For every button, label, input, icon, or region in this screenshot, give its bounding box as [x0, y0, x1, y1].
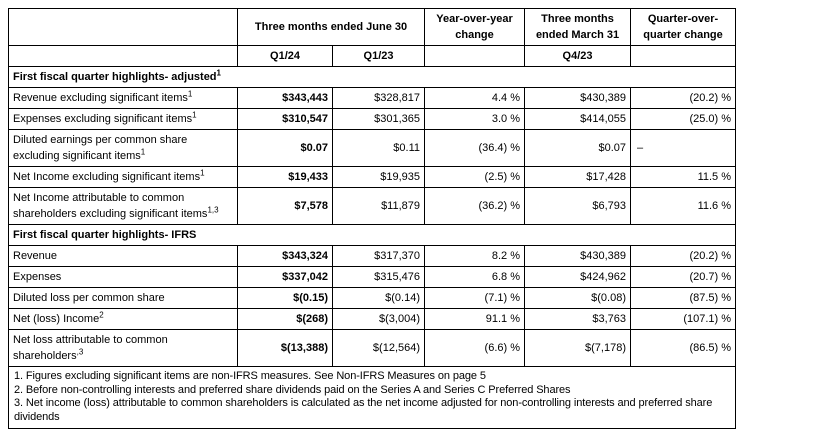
- column-header-qoq-change: Quarter-over-quarter change: [630, 8, 737, 46]
- table-row: Diluted loss per common share $(0.15) $(0.…: [8, 287, 737, 309]
- cell-qoq: –: [630, 129, 737, 167]
- cell-q1-24: $0.07: [237, 129, 333, 167]
- cell-yoy: 4.4 %: [424, 87, 526, 109]
- cell-qoq: (107.1) %: [630, 308, 737, 330]
- table-row: Net (loss) Income2 $(268) $(3,004) 91.1 % $3…: [8, 308, 737, 330]
- footnotes-row: 1. Figures excluding significant items a…: [7, 366, 737, 429]
- cell-q1-23: $(0.14): [331, 287, 426, 309]
- section-header-row: First fiscal quarter highlights- IFRS: [7, 224, 737, 246]
- footnote: 1. Figures excluding significant items a…: [14, 370, 486, 382]
- section-title: First fiscal quarter highlights- IFRS: [7, 224, 737, 246]
- cell-q1-23: $(12,564): [331, 329, 426, 367]
- column-header-yoy-change: Year-over-year change: [424, 8, 526, 46]
- column-group-march: Three months ended March 31: [524, 8, 632, 46]
- subheader-yoy-blank: [424, 45, 526, 67]
- row-label-header-blank: [8, 8, 238, 46]
- cell-q1-24: $19,433: [237, 166, 333, 188]
- financial-highlights-table: Three months ended June 30 Year-over-yea…: [7, 8, 737, 429]
- cell-q4-23: $424,962: [524, 266, 632, 288]
- cell-yoy: (2.5) %: [424, 166, 526, 188]
- cell-q1-24: $(13,388): [237, 329, 333, 367]
- cell-q1-23: $(3,004): [331, 308, 426, 330]
- cell-yoy: 3.0 %: [424, 108, 526, 130]
- cell-q1-24: $337,042: [237, 266, 333, 288]
- header-row-groups: Three months ended June 30 Year-over-yea…: [8, 8, 737, 46]
- row-label: Diluted earnings per common share exclud…: [8, 129, 238, 167]
- row-label: Revenue excluding significant items1: [8, 87, 238, 109]
- section-title: First fiscal quarter highlights- adjuste…: [7, 66, 737, 88]
- row-label: Net (loss) Income2: [8, 308, 238, 330]
- column-header-q4-23: Q4/23: [524, 45, 632, 67]
- row-label-subheader-blank: [8, 45, 238, 67]
- table-row: Net loss attributable to common sharehol…: [8, 329, 737, 367]
- cell-yoy: (7.1) %: [424, 287, 526, 309]
- cell-qoq: (20.7) %: [630, 266, 737, 288]
- cell-yoy: (6.6) %: [424, 329, 526, 367]
- financial-highlights-page: Three months ended June 30 Year-over-yea…: [7, 8, 737, 429]
- cell-q1-24: $343,443: [237, 87, 333, 109]
- row-label: Expenses: [8, 266, 238, 288]
- table-row: Expenses $337,042 $315,476 6.8 % $424,962 (20…: [8, 266, 737, 288]
- subheader-qoq-blank: [630, 45, 737, 67]
- cell-yoy: (36.2) %: [424, 187, 526, 225]
- cell-yoy: 6.8 %: [424, 266, 526, 288]
- column-header-q1-23: Q1/23: [331, 45, 426, 67]
- footnote: 3. Net income (loss) attributable to com…: [14, 397, 713, 423]
- column-group-june: Three months ended June 30: [236, 8, 426, 46]
- cell-yoy: 91.1 %: [424, 308, 526, 330]
- cell-q1-23: $11,879: [331, 187, 426, 225]
- cell-q1-23: $315,476: [331, 266, 426, 288]
- cell-q1-23: $19,935: [331, 166, 426, 188]
- cell-yoy: 8.2 %: [424, 245, 526, 267]
- cell-qoq: (25.0) %: [630, 108, 737, 130]
- row-label: Net loss attributable to common sharehol…: [8, 329, 238, 367]
- row-label: Net Income attributable to common shareh…: [8, 187, 238, 225]
- cell-q4-23: $430,389: [524, 87, 632, 109]
- section-header-row: First fiscal quarter highlights- adjuste…: [7, 66, 737, 88]
- row-label: Expenses excluding significant items1: [8, 108, 238, 130]
- cell-qoq: (20.2) %: [630, 245, 737, 267]
- cell-q1-23: $328,817: [331, 87, 426, 109]
- cell-yoy: (36.4) %: [424, 129, 526, 167]
- cell-q1-24: $(268): [237, 308, 333, 330]
- table-row: Revenue $343,324 $317,370 8.2 % $430,389 (20.…: [8, 245, 737, 267]
- cell-q4-23: $17,428: [524, 166, 632, 188]
- cell-q1-24: $310,547: [237, 108, 333, 130]
- table-row: Revenue excluding significant items1 $343…: [8, 87, 737, 109]
- cell-qoq: (86.5) %: [630, 329, 737, 367]
- table-row: Net Income excluding significant items1 $…: [8, 166, 737, 188]
- cell-q4-23: $(7,178): [524, 329, 632, 367]
- table-body: First fiscal quarter highlights- adjuste…: [7, 66, 737, 367]
- cell-q4-23: $(0.08): [524, 287, 632, 309]
- row-label: Revenue: [8, 245, 238, 267]
- table-row: Diluted earnings per common share exclud…: [8, 129, 737, 167]
- cell-q1-24: $7,578: [237, 187, 333, 225]
- cell-q1-23: $0.11: [331, 129, 426, 167]
- footnote: 2. Before non-controlling interests and …: [14, 383, 571, 396]
- cell-q1-23: $301,365: [331, 108, 426, 130]
- cell-q1-24: $343,324: [237, 245, 333, 267]
- cell-qoq: 11.6 %: [630, 187, 737, 225]
- column-header-q1-24: Q1/24: [237, 45, 333, 67]
- cell-qoq: (20.2) %: [630, 87, 737, 109]
- table-row: Net Income attributable to common shareh…: [8, 187, 737, 225]
- cell-q4-23: $430,389: [524, 245, 632, 267]
- cell-q1-23: $317,370: [331, 245, 426, 267]
- cell-qoq: 11.5 %: [630, 166, 737, 188]
- cell-q4-23: $414,055: [524, 108, 632, 130]
- cell-q4-23: $3,763: [524, 308, 632, 330]
- row-label: Diluted loss per common share: [8, 287, 238, 309]
- cell-q1-24: $(0.15): [237, 287, 333, 309]
- cell-q4-23: $0.07: [524, 129, 632, 167]
- header-row-quarters: Q1/24 Q1/23 Q4/23: [8, 45, 737, 67]
- row-label: Net Income excluding significant items1: [8, 166, 238, 188]
- table-row: Expenses excluding significant items1 $31…: [8, 108, 737, 130]
- cell-qoq: (87.5) %: [630, 287, 737, 309]
- footnotes-cell: 1. Figures excluding significant items a…: [7, 366, 737, 429]
- cell-q4-23: $6,793: [524, 187, 632, 225]
